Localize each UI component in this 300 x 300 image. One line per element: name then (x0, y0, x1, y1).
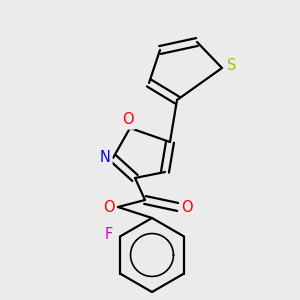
Text: O: O (103, 200, 115, 214)
Text: O: O (122, 112, 134, 128)
Text: N: N (100, 151, 110, 166)
Text: S: S (227, 58, 237, 73)
Text: O: O (181, 200, 193, 214)
Text: F: F (105, 227, 113, 242)
